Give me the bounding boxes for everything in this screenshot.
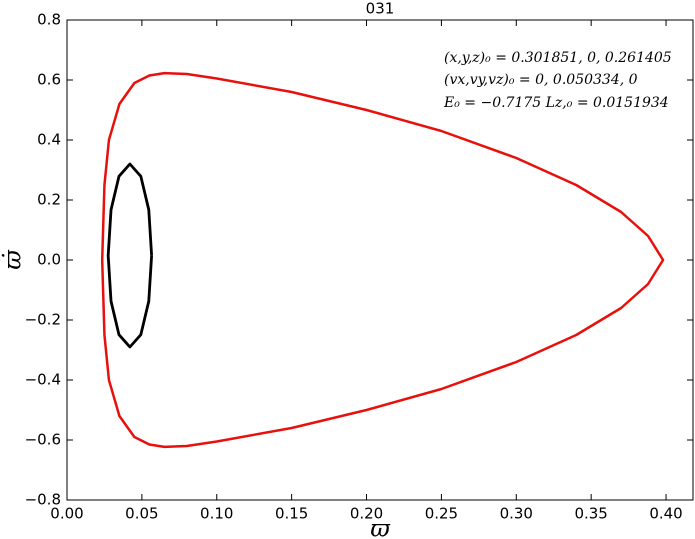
- y-tick-label: −0.4: [25, 371, 61, 389]
- x-tick-label: 0.30: [500, 505, 533, 523]
- x-tick-label: 0.10: [200, 505, 233, 523]
- x-axis-label: ϖ: [370, 515, 391, 539]
- series-line: [106, 162, 154, 349]
- x-tick-label: 0.15: [275, 505, 308, 523]
- annotation: (x,y,z)₀ = 0.301851, 0, 0.261405: [444, 50, 672, 66]
- x-tick-label: 0.25: [425, 505, 458, 523]
- x-tick-label: 0.40: [649, 505, 682, 523]
- annotation: (vx,vy,vz)₀ = 0, 0.050334, 0: [444, 72, 638, 88]
- y-tick-label: 0.2: [37, 191, 61, 209]
- x-tick-label: 0.20: [350, 505, 383, 523]
- y-tick-label: −0.6: [25, 431, 61, 449]
- y-tick-label: −0.8: [25, 491, 61, 509]
- plot-frame: [66, 19, 694, 501]
- y-tick-label: 0.6: [37, 71, 61, 89]
- y-tick-label: −0.2: [25, 311, 61, 329]
- y-tick-label: 0.4: [37, 131, 61, 149]
- annotation: E₀ = −0.7175 Lz,₀ = 0.0151934: [443, 95, 669, 111]
- series-line: [100, 71, 665, 449]
- y-tick-label: 0.0: [37, 251, 61, 269]
- chart-title: 031: [366, 0, 395, 18]
- x-tick-label: 0.05: [125, 505, 158, 523]
- y-axis-label: ϖ̇: [0, 249, 27, 270]
- x-tick-label: 0.00: [50, 505, 83, 523]
- x-tick-label: 0.35: [574, 505, 607, 523]
- y-tick-label: 0.8: [37, 11, 61, 29]
